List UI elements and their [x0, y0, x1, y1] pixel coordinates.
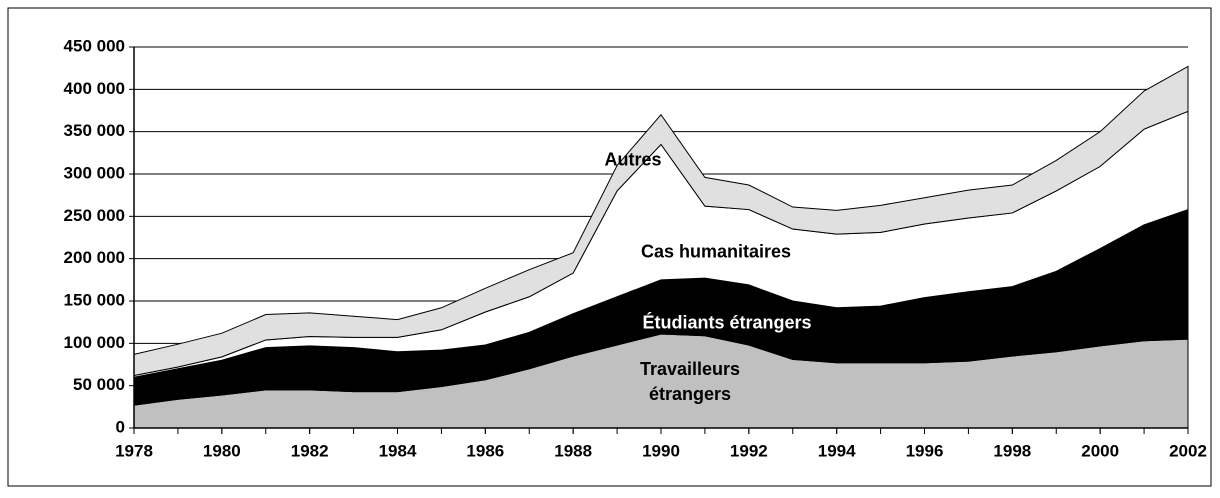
y-tick-label: 50 000 — [73, 375, 125, 394]
y-tick-label: 450 000 — [64, 36, 125, 55]
x-tick-label: 1996 — [906, 441, 944, 460]
area — [133, 65, 1189, 377]
y-tick-label: 200 000 — [64, 248, 125, 267]
x-tick-label: 1980 — [203, 441, 241, 460]
series-label: Étudiants étrangers — [642, 312, 812, 333]
series-label: Travailleurs étrangers — [639, 359, 741, 404]
x-tick-label: 1988 — [554, 441, 592, 460]
x-tick-label: 2000 — [1081, 441, 1119, 460]
chart-frame — [7, 7, 1212, 487]
x-tick-label: 1978 — [115, 441, 153, 460]
x-tick-label: 1986 — [466, 441, 504, 460]
y-tick-label: 400 000 — [64, 79, 125, 98]
x-tick-label: 1982 — [291, 441, 329, 460]
x-tick-label: 1984 — [379, 441, 417, 460]
series-label: Cas humanitaires — [640, 241, 792, 262]
x-tick-label: 1990 — [642, 441, 680, 460]
y-tick-label: 350 000 — [64, 121, 125, 140]
x-tick-label: 2002 — [1169, 441, 1207, 460]
x-tick-label: 1998 — [993, 441, 1031, 460]
series-label: Autres — [604, 149, 662, 170]
y-tick-label: 250 000 — [64, 206, 125, 225]
x-tick-label: 1992 — [730, 441, 768, 460]
y-tick-label: 100 000 — [64, 333, 125, 352]
y-tick-label: 150 000 — [64, 290, 125, 309]
x-tick-label: 1994 — [818, 441, 856, 460]
y-tick-label: 300 000 — [64, 163, 125, 182]
y-tick-label: 0 — [116, 417, 125, 436]
